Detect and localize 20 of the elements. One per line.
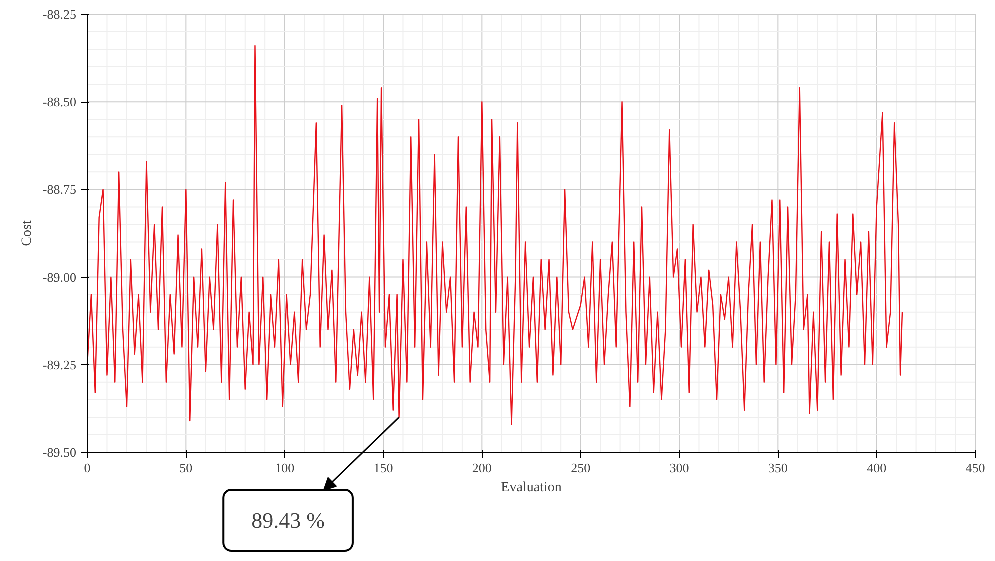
x-axis-title: Evaluation (501, 480, 562, 496)
x-tick-label: 450 (966, 460, 986, 476)
y-tick-label: -88.75 (42, 182, 77, 198)
x-tick-label: 250 (571, 460, 591, 476)
y-tick-label: -88.25 (42, 7, 77, 22)
x-tick-label: 400 (867, 460, 887, 476)
x-tick-label: 200 (472, 460, 492, 476)
y-tick-label: -89.25 (42, 357, 77, 372)
x-tick-label: 50 (180, 460, 193, 476)
x-tick-label: 100 (275, 460, 295, 476)
x-tick-label: 150 (374, 460, 394, 476)
line-series (86, 45, 904, 426)
x-tick-label: 0 (84, 460, 91, 476)
x-tick-label: 350 (768, 460, 788, 476)
y-tick-label: -89.00 (42, 270, 77, 285)
y-axis-title: Cost (20, 220, 35, 246)
y-tick-label: -88.50 (42, 94, 77, 110)
annotation: 89.43 % (252, 508, 325, 533)
x-tick-label: 300 (670, 460, 690, 476)
y-tick-label: -89.50 (42, 445, 77, 460)
